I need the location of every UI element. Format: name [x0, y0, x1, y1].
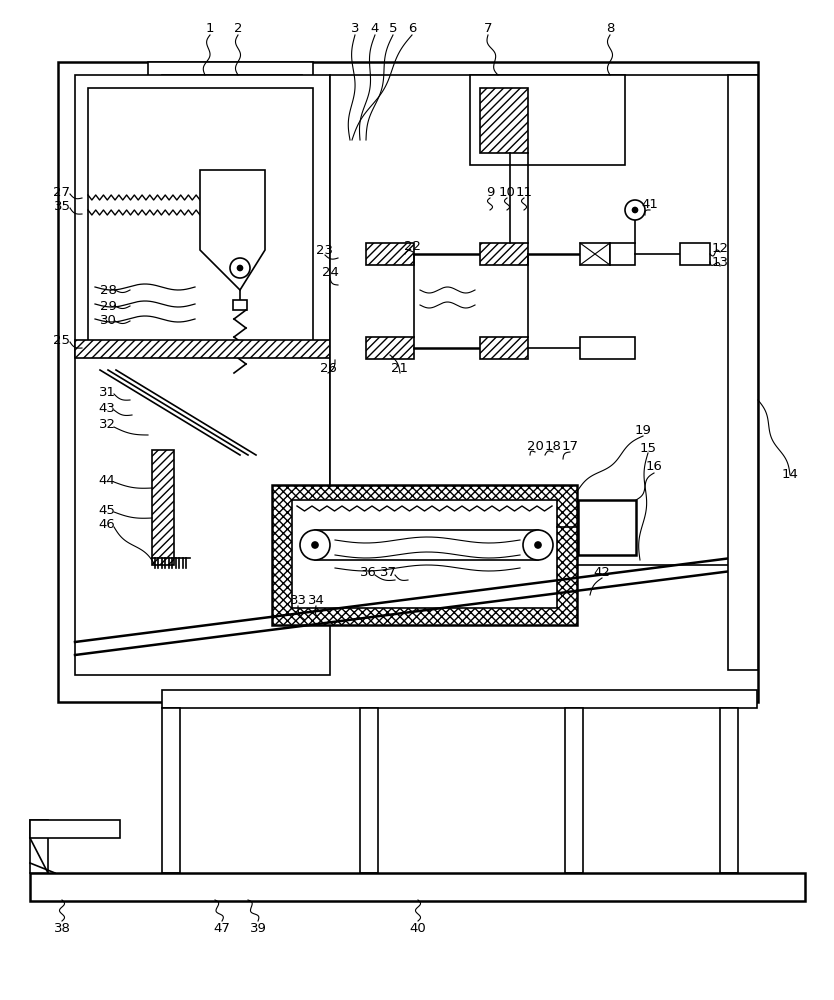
Bar [88, 88, 313, 343]
Text: 31: 31 [98, 385, 115, 398]
Text: 25: 25 [53, 334, 71, 347]
Circle shape [523, 530, 553, 560]
Text: 1: 1 [206, 21, 214, 34]
Bar [480, 337, 528, 359]
Text: 34: 34 [308, 593, 324, 606]
Text: 24: 24 [322, 266, 339, 279]
Bar [366, 337, 414, 359]
Circle shape [238, 265, 243, 270]
Text: 7: 7 [484, 21, 492, 34]
Circle shape [632, 208, 637, 213]
Text: 18: 18 [545, 440, 561, 454]
Text: 5: 5 [389, 21, 397, 34]
Text: 36: 36 [359, 566, 376, 580]
Text: 3: 3 [351, 21, 359, 34]
Text: 30: 30 [99, 314, 117, 328]
Bar [148, 62, 313, 117]
Bar [30, 820, 120, 838]
Text: 29: 29 [99, 300, 117, 312]
Text: 47: 47 [214, 922, 230, 934]
Bar [292, 500, 557, 608]
Text: 10: 10 [499, 186, 515, 198]
Text: 44: 44 [98, 474, 115, 487]
Text: 38: 38 [53, 922, 70, 934]
Text: 37: 37 [379, 566, 396, 580]
Bar [30, 873, 805, 901]
Bar [162, 708, 180, 873]
Text: 11: 11 [515, 186, 532, 198]
Bar [272, 485, 577, 625]
Bar [470, 75, 625, 165]
Text: 27: 27 [53, 186, 71, 198]
Text: 20: 20 [526, 440, 544, 454]
Bar [578, 500, 636, 555]
Text: 17: 17 [561, 440, 579, 454]
Bar [75, 75, 330, 675]
Text: 2: 2 [234, 21, 242, 34]
Bar [580, 243, 610, 265]
Text: 9: 9 [486, 186, 495, 198]
Bar [330, 75, 758, 565]
Text: 35: 35 [53, 200, 71, 213]
Text: 16: 16 [646, 460, 662, 474]
Bar [480, 243, 528, 265]
Bar [30, 820, 48, 873]
Circle shape [230, 258, 250, 278]
Bar [58, 62, 758, 702]
Text: 4: 4 [371, 21, 379, 34]
Text: 32: 32 [98, 418, 115, 432]
Text: 42: 42 [594, 566, 610, 578]
Text: 15: 15 [640, 442, 656, 454]
Text: 26: 26 [319, 361, 336, 374]
Text: 12: 12 [711, 241, 729, 254]
Bar [338, 140, 366, 375]
Text: 6: 6 [408, 21, 416, 34]
Bar [680, 243, 710, 265]
Bar [720, 708, 738, 873]
Circle shape [535, 542, 541, 548]
Text: 43: 43 [98, 401, 115, 414]
Polygon shape [200, 170, 265, 290]
Bar [360, 708, 378, 873]
Text: 33: 33 [289, 593, 307, 606]
Text: 23: 23 [316, 243, 334, 256]
Bar [580, 337, 635, 359]
Text: 45: 45 [98, 504, 115, 516]
Bar [366, 243, 414, 265]
Text: 40: 40 [409, 922, 426, 934]
Bar [75, 340, 330, 358]
Text: 13: 13 [711, 255, 729, 268]
Text: 41: 41 [641, 198, 658, 212]
Text: 39: 39 [249, 922, 266, 934]
Circle shape [312, 542, 318, 548]
Circle shape [300, 530, 330, 560]
Text: 21: 21 [391, 361, 409, 374]
Bar [728, 75, 758, 670]
Text: 28: 28 [99, 284, 117, 296]
Text: 46: 46 [98, 518, 115, 532]
Bar [162, 75, 302, 130]
Bar [610, 243, 635, 265]
Bar [162, 690, 757, 708]
Circle shape [625, 200, 645, 220]
Text: 8: 8 [605, 21, 614, 34]
Bar [152, 450, 174, 565]
Bar [233, 300, 247, 310]
Bar [480, 88, 528, 153]
Bar [565, 708, 583, 873]
Text: 22: 22 [404, 240, 421, 253]
Text: 19: 19 [635, 424, 651, 436]
Text: 14: 14 [781, 468, 798, 482]
